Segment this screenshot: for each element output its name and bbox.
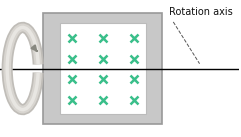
Text: Rotation axis: Rotation axis: [169, 7, 233, 17]
Bar: [60, 23, 146, 114]
Bar: [43, 13, 162, 124]
